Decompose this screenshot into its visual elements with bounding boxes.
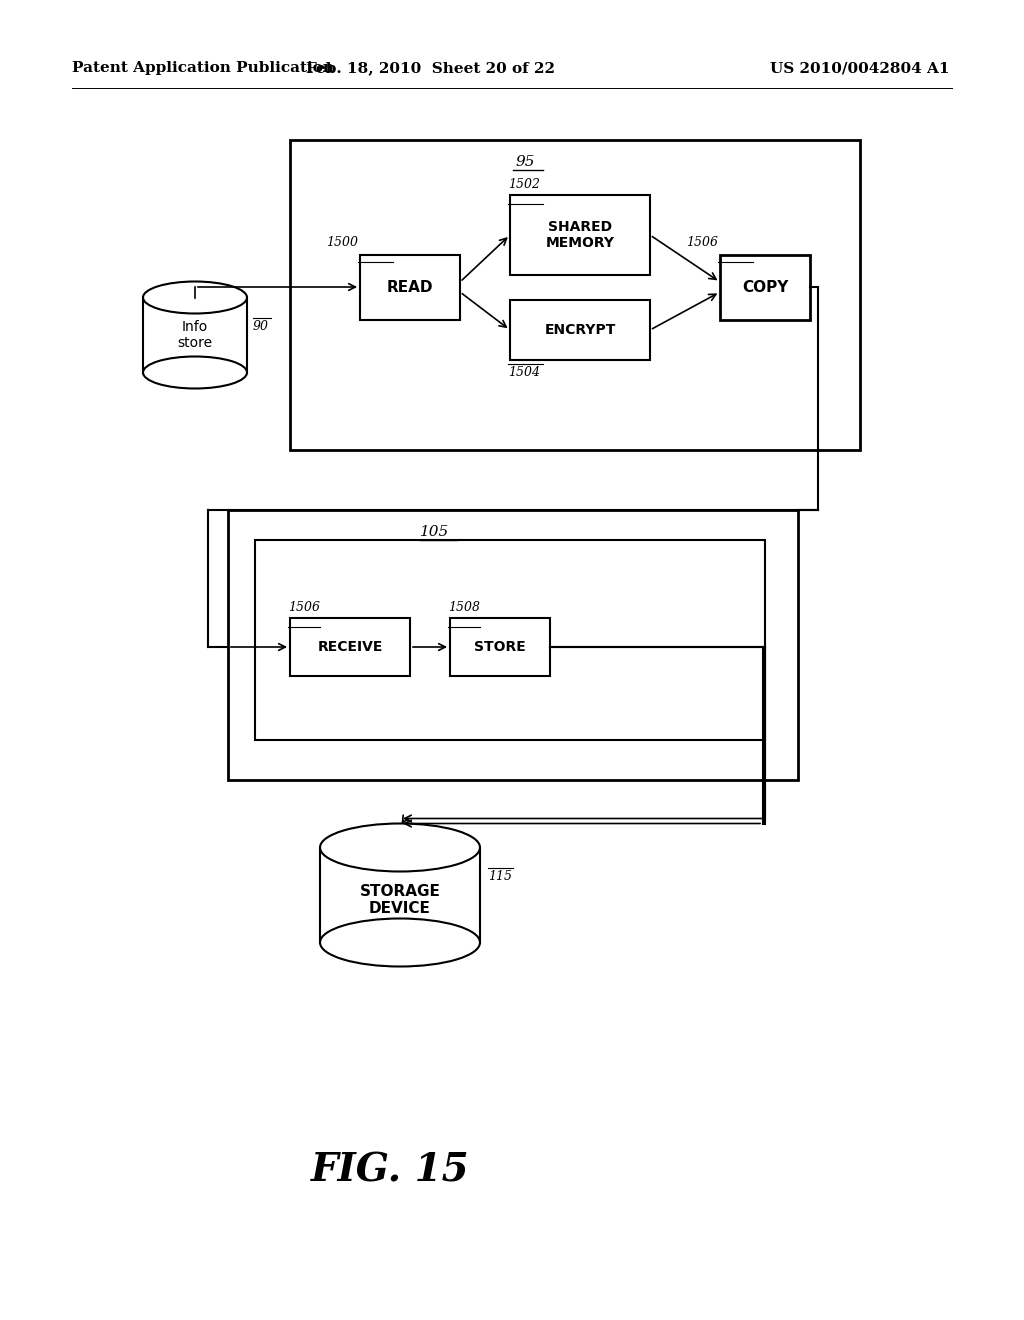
Text: 1506: 1506 [686,236,718,249]
Bar [143,297,247,372]
Bar [290,618,410,676]
Text: READ: READ [387,280,433,294]
Text: 1504: 1504 [508,366,540,379]
Text: STORE: STORE [474,640,526,653]
Text: Info
store: Info store [177,319,213,350]
Bar [510,300,650,360]
Bar [319,847,480,942]
Text: 95: 95 [515,154,535,169]
Ellipse shape [143,281,247,314]
Text: FIG. 15: FIG. 15 [310,1151,469,1189]
Bar [720,255,810,319]
Ellipse shape [319,919,480,966]
Text: 90: 90 [253,319,269,333]
Text: ENCRYPT: ENCRYPT [545,323,615,337]
Bar [450,618,550,676]
Text: 1508: 1508 [449,601,480,614]
Bar [228,510,798,780]
Text: STORAGE
DEVICE: STORAGE DEVICE [359,884,440,916]
Text: Feb. 18, 2010  Sheet 20 of 22: Feb. 18, 2010 Sheet 20 of 22 [305,61,555,75]
Bar [290,140,860,450]
Text: US 2010/0042804 A1: US 2010/0042804 A1 [770,61,950,75]
Ellipse shape [143,356,247,388]
Text: 1500: 1500 [326,236,358,249]
Text: Patent Application Publication: Patent Application Publication [72,61,334,75]
Text: 105: 105 [421,525,450,539]
Text: RECEIVE: RECEIVE [317,640,383,653]
Text: 1502: 1502 [508,178,540,191]
Bar [360,255,460,319]
Text: COPY: COPY [741,280,788,294]
Text: 115: 115 [488,870,512,883]
Ellipse shape [319,824,480,871]
Bar [510,195,650,275]
Text: 1506: 1506 [288,601,319,614]
Bar [255,540,765,741]
Text: SHARED
MEMORY: SHARED MEMORY [546,220,614,249]
